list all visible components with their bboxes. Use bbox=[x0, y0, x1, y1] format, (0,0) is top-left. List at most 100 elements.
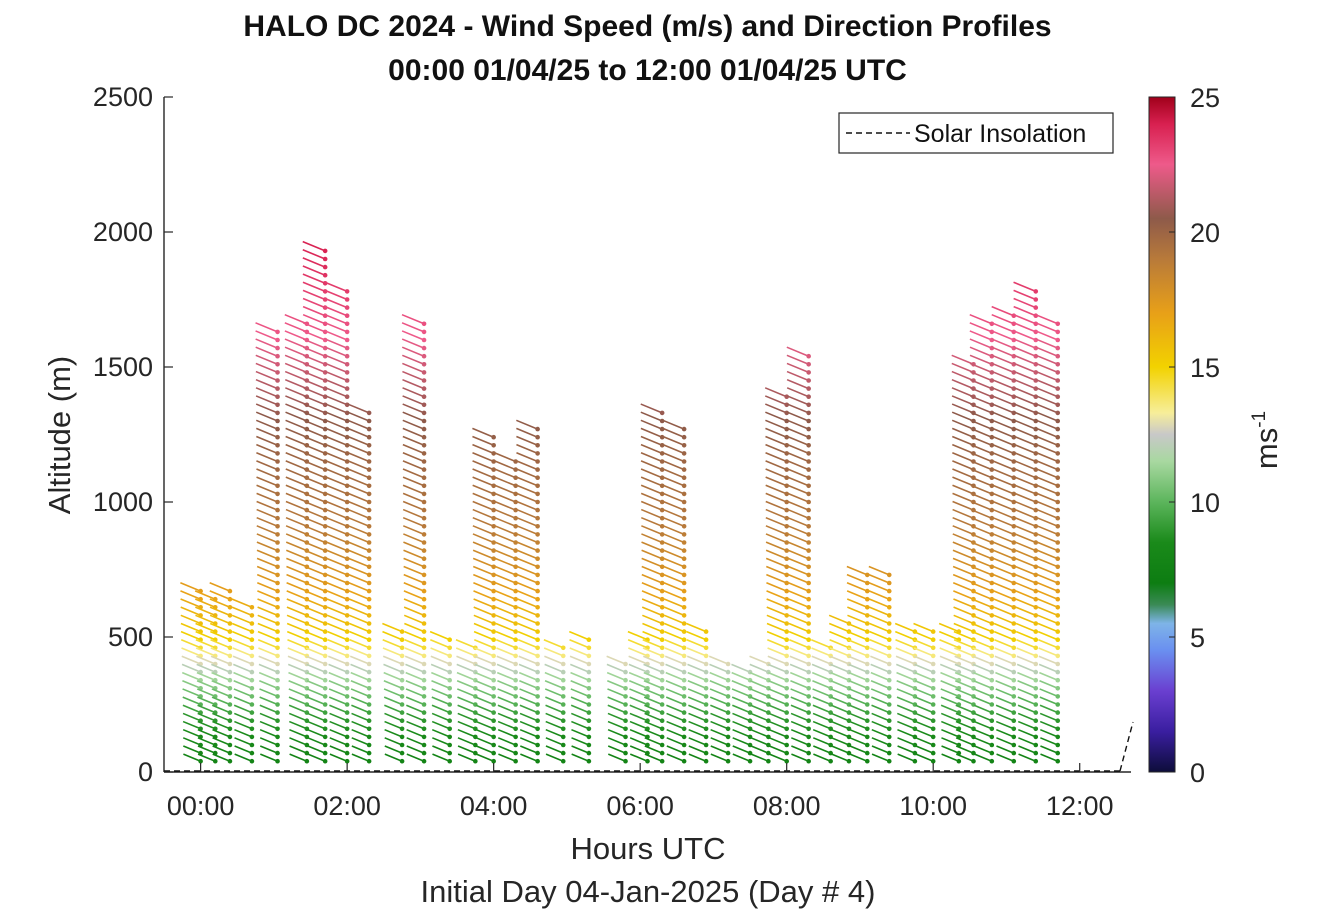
wind-barb-point bbox=[1011, 580, 1017, 586]
wind-barb bbox=[1015, 622, 1037, 633]
wind-barb bbox=[687, 696, 707, 706]
wind-barb-point bbox=[275, 499, 280, 505]
wind-barb bbox=[1035, 387, 1059, 398]
wind-barb bbox=[974, 728, 993, 738]
wind-barb-point bbox=[784, 572, 789, 578]
wind-barb bbox=[766, 622, 787, 633]
wind-barb-point bbox=[275, 548, 280, 553]
wind-barb-point bbox=[806, 467, 811, 472]
wind-barb-point bbox=[421, 613, 427, 618]
wind-barb bbox=[1036, 476, 1059, 487]
wind-barb-point bbox=[421, 556, 427, 561]
wind-barb-point bbox=[766, 758, 771, 764]
wind-barb-point bbox=[806, 645, 811, 651]
wind-barb bbox=[662, 460, 685, 471]
wind-barb-point bbox=[1055, 726, 1061, 732]
wind-barb bbox=[607, 712, 626, 722]
wind-barb bbox=[473, 630, 494, 641]
wind-barb-point bbox=[513, 718, 518, 723]
wind-barb-point bbox=[784, 613, 789, 618]
wind-barb bbox=[939, 647, 960, 657]
wind-barb-point bbox=[806, 588, 811, 594]
wind-barb bbox=[519, 720, 538, 730]
wind-barb bbox=[940, 688, 960, 698]
wind-barb-point bbox=[421, 483, 427, 489]
wind-barb-point bbox=[784, 605, 789, 610]
wind-barb-point bbox=[491, 540, 496, 545]
wind-barb-point bbox=[535, 629, 540, 634]
wind-barb bbox=[1014, 500, 1037, 511]
wind-barb bbox=[519, 712, 538, 722]
wind-barb-point bbox=[1033, 491, 1039, 497]
wind-barb bbox=[303, 419, 326, 430]
wind-barb bbox=[325, 395, 348, 406]
wind-barb-point bbox=[659, 710, 665, 715]
wind-barb bbox=[305, 614, 326, 625]
wind-barb bbox=[545, 737, 564, 746]
wind-barb bbox=[951, 435, 974, 447]
wind-barb bbox=[731, 663, 751, 673]
wind-barb bbox=[871, 728, 890, 738]
wind-barb bbox=[1039, 688, 1059, 698]
wind-barb-point bbox=[681, 718, 687, 723]
wind-barb bbox=[430, 663, 451, 673]
wind-barb bbox=[457, 704, 476, 714]
wind-barb bbox=[497, 688, 516, 698]
wind-barb-point bbox=[659, 524, 665, 529]
wind-barb bbox=[472, 484, 494, 495]
wind-barb-point bbox=[703, 702, 709, 707]
wind-barb bbox=[1036, 484, 1059, 495]
wind-barb bbox=[954, 663, 974, 673]
y-tick-label: 0 bbox=[138, 757, 153, 787]
wind-barb bbox=[256, 581, 278, 592]
wind-barb-point bbox=[623, 718, 628, 723]
wind-barb bbox=[811, 663, 831, 673]
wind-barb-point bbox=[659, 613, 665, 618]
wind-barb-point bbox=[344, 370, 350, 375]
wind-barb bbox=[666, 753, 685, 762]
wind-barb-point bbox=[1055, 329, 1061, 335]
wind-barb bbox=[664, 622, 685, 633]
wind-barb bbox=[974, 753, 993, 762]
wind-barb bbox=[848, 688, 868, 698]
wind-barb bbox=[687, 663, 707, 673]
wind-barb bbox=[347, 427, 370, 438]
wind-barb-point bbox=[535, 588, 540, 594]
wind-barb-point bbox=[784, 677, 789, 683]
wind-barb bbox=[686, 655, 707, 665]
wind-barb-point bbox=[864, 742, 870, 748]
wind-barb-point bbox=[275, 362, 280, 367]
wind-barb bbox=[403, 541, 425, 552]
wind-barb-point bbox=[421, 467, 427, 472]
wind-barb bbox=[545, 720, 564, 730]
wind-barb bbox=[915, 728, 934, 738]
wind-barb bbox=[456, 671, 476, 681]
wind-barb bbox=[195, 606, 216, 617]
wind-barb-point bbox=[806, 686, 811, 691]
wind-barb-point bbox=[681, 459, 687, 464]
wind-barb-point bbox=[322, 499, 328, 505]
wind-barb-point bbox=[491, 507, 496, 513]
wind-barb bbox=[474, 671, 494, 681]
wind-barb-point bbox=[198, 758, 203, 764]
wind-barb-point bbox=[806, 605, 811, 610]
wind-barb bbox=[347, 468, 370, 479]
wind-barb bbox=[256, 541, 278, 552]
wind-barb-point bbox=[421, 394, 427, 400]
solar-insolation-rise bbox=[1119, 721, 1134, 772]
wind-barb bbox=[688, 720, 707, 730]
wind-barb bbox=[1015, 598, 1037, 609]
wind-barb bbox=[231, 598, 253, 609]
wind-barb-point bbox=[659, 491, 665, 497]
wind-barb bbox=[404, 639, 425, 649]
wind-barb-point bbox=[659, 556, 665, 561]
wind-barb bbox=[952, 476, 974, 487]
wind-barb bbox=[788, 614, 809, 625]
wind-barb-point bbox=[989, 483, 995, 489]
wind-barb bbox=[257, 614, 278, 625]
wind-barb bbox=[952, 452, 974, 463]
wind-barb bbox=[472, 435, 494, 447]
wind-barb bbox=[302, 240, 326, 252]
wind-barb-point bbox=[1055, 386, 1061, 391]
